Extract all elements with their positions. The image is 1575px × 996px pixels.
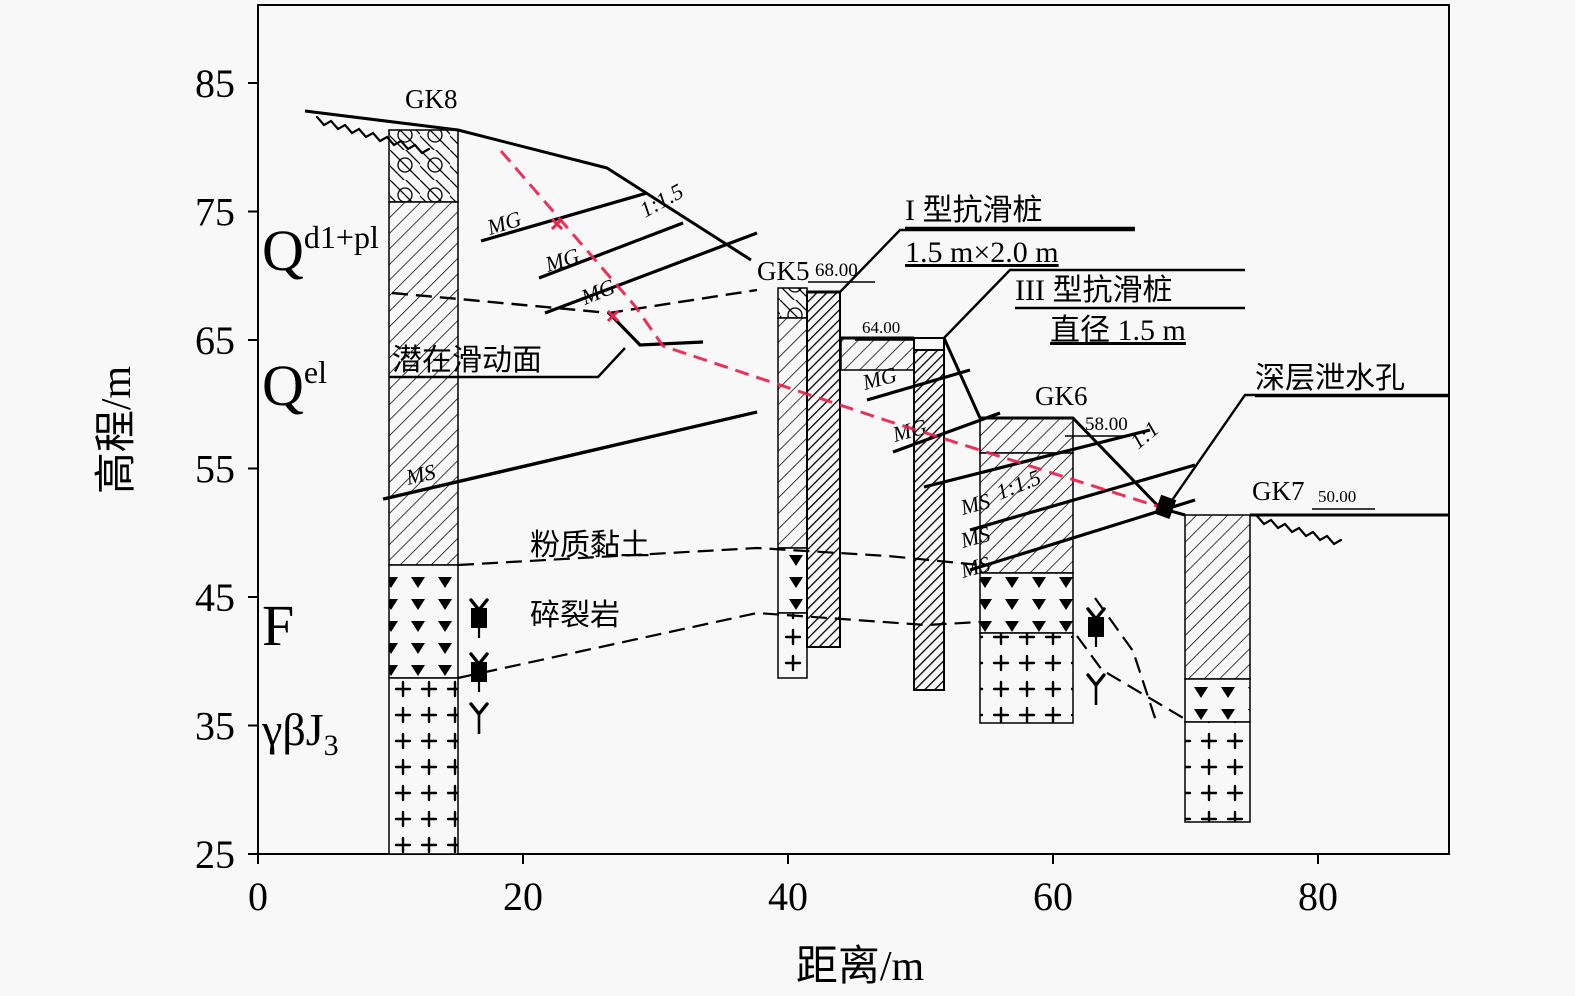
svg-text:GK7: GK7 — [1252, 476, 1305, 506]
svg-text:25: 25 — [195, 832, 235, 877]
svg-text:40: 40 — [768, 874, 808, 919]
svg-text:深层泄水孔: 深层泄水孔 — [1255, 362, 1405, 395]
svg-text:64.00: 64.00 — [862, 318, 900, 337]
svg-text:距离/m: 距离/m — [796, 943, 925, 990]
svg-text:GK8: GK8 — [405, 84, 458, 114]
svg-text:潜在滑动面: 潜在滑动面 — [392, 344, 542, 377]
svg-text:68.00: 68.00 — [815, 260, 858, 281]
svg-text:0: 0 — [248, 874, 268, 919]
svg-text:45: 45 — [195, 575, 235, 620]
svg-text:35: 35 — [195, 704, 235, 749]
svg-text:碎裂岩: 碎裂岩 — [530, 599, 620, 632]
svg-text:F: F — [262, 593, 294, 658]
svg-text:20: 20 — [503, 874, 543, 919]
svg-text:直径 1.5 m: 直径 1.5 m — [1050, 314, 1186, 347]
svg-text:85: 85 — [195, 61, 235, 106]
svg-text:1.5 m×2.0 m: 1.5 m×2.0 m — [905, 236, 1059, 269]
svg-text:65: 65 — [195, 318, 235, 363]
svg-text:GK6: GK6 — [1035, 381, 1088, 411]
svg-text:GK5: GK5 — [757, 256, 810, 286]
svg-text:I 型抗滑桩: I 型抗滑桩 — [905, 194, 1043, 227]
svg-text:60: 60 — [1033, 874, 1073, 919]
svg-text:50.00: 50.00 — [1318, 487, 1356, 506]
svg-text:55: 55 — [195, 447, 235, 492]
svg-text:粉质黏土: 粉质黏土 — [530, 529, 650, 562]
svg-text:高程/m: 高程/m — [94, 366, 140, 495]
svg-text:75: 75 — [195, 190, 235, 235]
svg-text:58.00: 58.00 — [1085, 414, 1128, 435]
svg-text:III 型抗滑桩: III 型抗滑桩 — [1015, 274, 1172, 307]
svg-text:80: 80 — [1298, 874, 1338, 919]
